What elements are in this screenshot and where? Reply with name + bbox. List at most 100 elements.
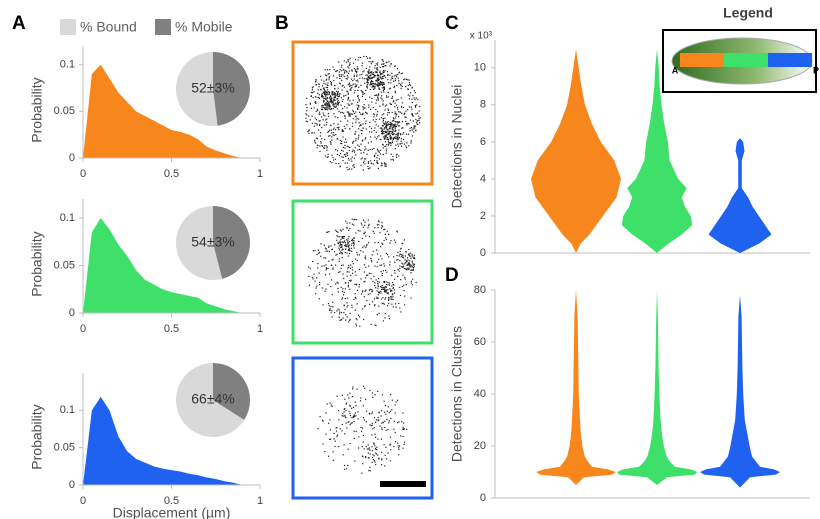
localization-dot — [331, 93, 333, 95]
localization-dot — [353, 241, 355, 244]
localization-dot — [330, 279, 333, 281]
localization-dot — [380, 84, 382, 86]
localization-dot — [372, 230, 374, 232]
localization-dot — [340, 140, 343, 142]
localization-dot — [341, 64, 343, 66]
localization-dot — [407, 254, 410, 256]
localization-dot — [358, 145, 360, 147]
localization-dot — [387, 123, 389, 125]
localization-dot — [384, 427, 386, 429]
localization-dot — [409, 264, 411, 266]
panel-label: A — [12, 13, 26, 34]
localization-dot — [320, 142, 322, 144]
localization-dot — [341, 298, 343, 300]
localization-dot — [366, 74, 368, 76]
localization-dot — [363, 160, 365, 162]
localization-dot — [381, 63, 383, 65]
localization-dot — [333, 134, 335, 136]
localization-dot — [332, 306, 334, 308]
localization-dot — [393, 256, 395, 258]
localization-dot — [324, 274, 327, 276]
localization-dot — [335, 106, 337, 108]
localization-dot — [358, 254, 360, 256]
localization-dot — [403, 290, 405, 292]
localization-dot — [333, 123, 335, 125]
localization-dot — [383, 127, 386, 129]
localization-dot — [391, 142, 393, 144]
localization-dot — [368, 106, 370, 108]
localization-dot — [390, 153, 392, 155]
localization-dot — [362, 434, 364, 437]
localization-dot — [335, 70, 337, 72]
localization-dot — [384, 228, 386, 230]
localization-dot — [332, 66, 334, 68]
localization-dot — [387, 281, 389, 284]
localization-dot — [305, 104, 307, 106]
localization-dot — [363, 151, 365, 154]
localization-dot — [369, 136, 372, 138]
scale-bar — [380, 481, 426, 487]
localization-dot — [353, 74, 355, 76]
localization-dot — [332, 258, 334, 260]
localization-dot — [381, 222, 383, 224]
localization-dot — [389, 410, 392, 412]
localization-dot — [382, 297, 384, 299]
localization-dot — [378, 419, 380, 421]
localization-dot — [318, 86, 320, 88]
localization-dot — [318, 96, 320, 98]
localization-dot — [341, 101, 343, 103]
localization-dot — [340, 286, 342, 288]
localization-dot — [349, 128, 351, 130]
pie-label: 54±3% — [191, 234, 235, 250]
localization-dot — [342, 273, 344, 275]
localization-dot — [381, 66, 384, 68]
localization-dot — [336, 435, 338, 437]
localization-dot — [340, 97, 342, 99]
localization-dot — [381, 302, 383, 305]
localization-dot — [318, 129, 320, 131]
localization-dot — [330, 108, 333, 110]
localization-dot — [373, 275, 375, 277]
localization-dot — [340, 319, 342, 321]
localization-dot — [369, 66, 371, 68]
localization-dot — [314, 101, 317, 103]
localization-dot — [356, 104, 358, 106]
localization-dot — [348, 279, 350, 282]
localization-dot — [357, 108, 359, 110]
localization-dot — [359, 325, 361, 327]
localization-dot — [391, 75, 393, 78]
localization-dot — [381, 422, 383, 424]
localization-dot — [344, 240, 346, 242]
localization-dot — [315, 119, 317, 121]
localization-dot — [339, 252, 341, 254]
localization-dot — [366, 86, 368, 88]
localization-dot — [413, 264, 415, 266]
localization-dot — [351, 306, 353, 309]
localization-dot — [409, 95, 411, 97]
localization-dot — [391, 72, 393, 74]
localization-dot — [400, 311, 402, 313]
localization-dot — [344, 115, 346, 117]
localization-dot — [351, 242, 353, 244]
localization-dot — [384, 131, 386, 133]
localization-dot — [380, 292, 382, 294]
localization-dot — [361, 455, 364, 457]
x-tick-label: 0.5 — [164, 168, 179, 180]
localization-dot — [370, 160, 372, 162]
localization-dot — [312, 250, 314, 252]
localization-dot — [380, 227, 382, 229]
localization-dot — [352, 109, 354, 111]
localization-dot — [331, 97, 333, 99]
localization-dot — [364, 387, 366, 389]
localization-dot — [383, 281, 385, 283]
localization-dot — [322, 304, 324, 306]
localization-dot — [362, 251, 364, 253]
localization-dot — [317, 92, 319, 94]
localization-dot — [412, 269, 414, 271]
localization-dot — [387, 452, 389, 454]
localization-dot — [407, 263, 409, 265]
localization-dot — [363, 70, 365, 72]
localization-dot — [362, 92, 364, 94]
localization-dot — [339, 69, 341, 71]
localization-dot — [383, 86, 385, 89]
